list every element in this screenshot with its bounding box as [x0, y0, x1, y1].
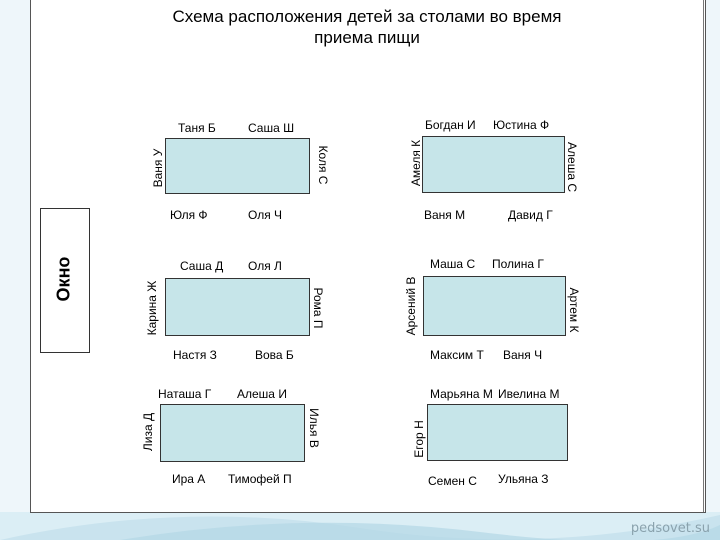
slide: [30, 0, 706, 513]
table-5: [160, 404, 305, 462]
seat-table-5-bottom-right: Тимофей П: [228, 472, 292, 486]
window: [40, 208, 90, 353]
seat-table-4-top-left: Маша С: [430, 257, 476, 271]
seat-table-2-left: Амеля К: [409, 139, 423, 187]
seat-table-1-bottom-left: Юля Ф: [170, 208, 208, 222]
table-3: [165, 278, 310, 336]
table-6: [427, 404, 568, 461]
watermark: pedsovet.su: [630, 521, 710, 536]
table-1: [165, 138, 310, 194]
seat-table-4-bottom-right: Ваня Ч: [503, 348, 543, 362]
seat-table-3-top-left: Саша Д: [180, 259, 224, 273]
title-line-1: Схема расположения детей за столами во в…: [172, 7, 562, 26]
seat-table-2-top-left: Богдан И: [425, 118, 476, 132]
seat-table-5-top-right: Алеша И: [237, 387, 287, 401]
seat-table-5-left: Лиза Д: [141, 412, 155, 452]
seat-table-6-left: Егор Н: [412, 420, 426, 458]
seat-table-5-bottom-left: Ира А: [172, 472, 206, 486]
table-4: [423, 276, 566, 336]
page-title: Схема расположения детей за столами во в…: [30, 6, 704, 48]
seat-table-2-bottom-right: Давид Г: [508, 208, 553, 222]
seat-table-3-bottom-right: Вова Б: [255, 348, 294, 362]
seat-table-1-left: Ваня У: [151, 148, 165, 188]
seat-table-2-right: Алеша С: [565, 142, 579, 192]
window-label: Окно: [53, 256, 74, 302]
seat-table-4-left: Арсений В: [404, 276, 418, 336]
seat-table-6-bottom-left: Семен С: [428, 474, 477, 488]
seat-table-3-right: Рома П: [311, 287, 325, 329]
seat-table-6-bottom-right: Ульяна З: [498, 472, 549, 486]
slide-edge: [703, 0, 704, 512]
seat-table-1-bottom-right: Оля Ч: [248, 208, 283, 222]
seat-table-3-left: Карина Ж: [145, 280, 159, 336]
seat-table-1-top-left: Таня Б: [178, 121, 216, 135]
seat-table-2-bottom-left: Ваня М: [424, 208, 466, 222]
seat-table-4-top-right: Полина Г: [492, 257, 544, 271]
seat-table-4-bottom-left: Максим Т: [430, 348, 484, 362]
seat-table-1-right: Коля С: [316, 145, 330, 185]
seat-table-6-top-right: Ивелина М: [498, 387, 560, 401]
seat-table-1-top-right: Саша Ш: [248, 121, 295, 135]
seat-table-5-right: Илья В: [307, 408, 321, 448]
seat-table-3-top-right: Оля Л: [248, 259, 282, 273]
seat-table-5-top-left: Наташа Г: [158, 387, 212, 401]
seat-table-2-top-right: Юстина Ф: [493, 118, 550, 132]
seat-table-4-right: Артем К: [567, 287, 581, 333]
title-line-2: приема пищи: [314, 28, 420, 47]
seat-table-6-top-left: Марьяна М: [430, 387, 493, 401]
seat-table-3-bottom-left: Настя З: [173, 348, 217, 362]
table-2: [422, 136, 565, 193]
